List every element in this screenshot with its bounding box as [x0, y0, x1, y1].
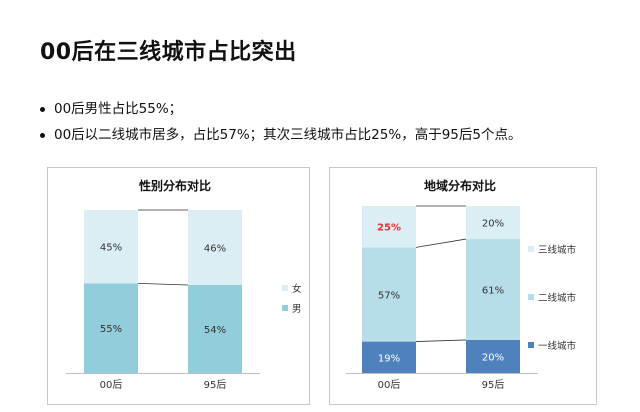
bar-segment [84, 283, 138, 373]
bar-segment [362, 206, 416, 248]
data-label: 25% [377, 223, 401, 234]
legend-label: 女 [292, 283, 302, 295]
data-label: 57% [378, 290, 400, 301]
bar-segment [466, 239, 520, 340]
category-label: 95后 [204, 379, 227, 391]
data-label: 55% [100, 324, 122, 335]
bar-segment [188, 210, 242, 285]
data-label: 61% [482, 286, 504, 297]
chart-title: 地域分布对比 [424, 178, 496, 193]
legend-swatch [528, 294, 534, 300]
category-label: 95后 [482, 379, 505, 391]
bar-segment [466, 206, 520, 240]
series-line [415, 339, 467, 342]
page-title: 00后在三线城市占比突出 [40, 40, 297, 65]
bar-segment [362, 341, 416, 373]
bar-segment [188, 284, 242, 373]
data-label: 20% [482, 219, 504, 230]
chart-title: 性别分布对比 [138, 178, 211, 193]
legend-swatch [282, 285, 288, 291]
legend-swatch [282, 305, 288, 311]
bullet-list: 00后男性占比55%； 00后以二线城市居多，占比57%；其次三线城市占比25%… [40, 96, 630, 148]
region-chart-panel: 地域分布对比 00后 95后 19% 57% 25% 20% 61% 20% 三线城市二线城市一线… [329, 167, 597, 405]
data-label: 19% [378, 353, 400, 364]
legend-label: 二线城市 [538, 292, 577, 304]
data-label: 46% [204, 243, 226, 254]
series-line [415, 238, 467, 248]
bar-segment [362, 247, 416, 342]
legend-label: 一线城市 [538, 340, 577, 352]
legend-label: 三线城市 [538, 244, 577, 256]
legend-swatch [528, 246, 534, 252]
data-label: 20% [482, 352, 504, 363]
data-label: 45% [100, 243, 122, 254]
category-label: 00后 [100, 379, 123, 391]
bullet-item: 00后男性占比55%； [40, 96, 630, 122]
category-label: 00后 [378, 379, 401, 391]
bar-segment [466, 339, 520, 373]
series-line [137, 282, 189, 286]
gender-chart: 性别分布对比 00后 95后 55% 45% 54% 46% 女男 [66, 178, 302, 391]
gender-chart-panel: 性别分布对比 00后 95后 55% 45% 54% 46% 女男 [47, 167, 310, 405]
legend-label: 男 [292, 304, 302, 315]
bullet-item: 00后以二线城市居多，占比57%；其次三线城市占比25%，高于95后5个点。 [40, 122, 630, 148]
bar-segment [84, 210, 138, 284]
data-label: 54% [204, 325, 226, 336]
legend-swatch [528, 342, 534, 348]
region-chart: 地域分布对比 00后 95后 19% 57% 25% 20% 61% 20% 三线城市二线城市一线… [346, 178, 577, 391]
